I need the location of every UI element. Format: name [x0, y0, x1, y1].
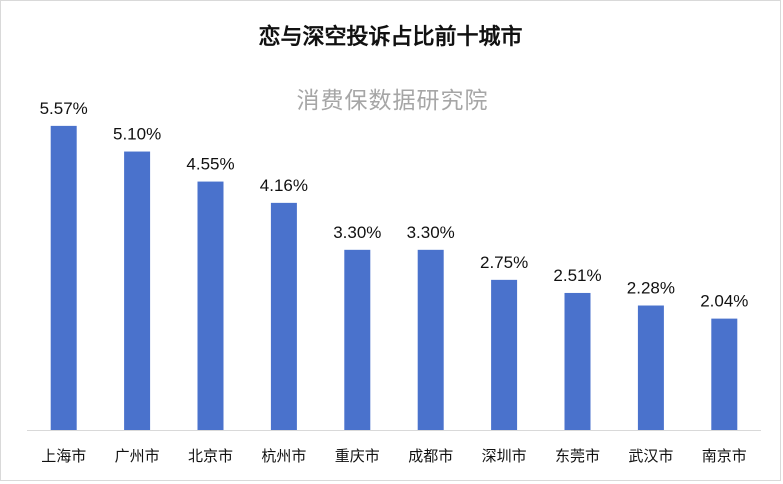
bar-4 [344, 249, 371, 430]
data-label-0: 5.57% [40, 99, 88, 118]
bar-9 [711, 318, 738, 430]
data-label-9: 2.04% [700, 292, 748, 311]
bar-7 [564, 292, 591, 430]
data-label-4: 3.30% [333, 223, 381, 242]
category-label-5: 成都市 [408, 447, 453, 465]
category-label-9: 南京市 [702, 447, 747, 465]
data-label-5: 3.30% [407, 223, 455, 242]
data-label-2: 4.55% [186, 155, 234, 174]
bar-1 [124, 151, 151, 431]
data-label-6: 2.75% [480, 253, 528, 272]
data-label-8: 2.28% [627, 279, 675, 298]
data-label-7: 2.51% [553, 266, 601, 285]
chart-title: 恋与深空投诉占比前十城市 [258, 25, 523, 50]
category-label-2: 北京市 [188, 447, 233, 465]
bar-6 [491, 279, 518, 430]
data-label-3: 4.16% [260, 176, 308, 195]
category-label-1: 广州市 [115, 447, 160, 465]
bar-2 [197, 181, 224, 430]
watermark-text: 消费保数据研究院 [296, 88, 489, 114]
data-label-1: 5.10% [113, 125, 161, 144]
category-label-4: 重庆市 [335, 447, 380, 465]
category-label-6: 深圳市 [482, 447, 527, 465]
bar-3 [270, 202, 297, 430]
category-label-7: 东莞市 [555, 447, 600, 465]
bar-8 [637, 305, 664, 430]
category-label-0: 上海市 [41, 447, 86, 465]
category-label-3: 杭州市 [261, 447, 306, 465]
bar-0 [50, 125, 77, 431]
category-label-8: 武汉市 [628, 447, 673, 465]
bar-5 [417, 249, 444, 430]
